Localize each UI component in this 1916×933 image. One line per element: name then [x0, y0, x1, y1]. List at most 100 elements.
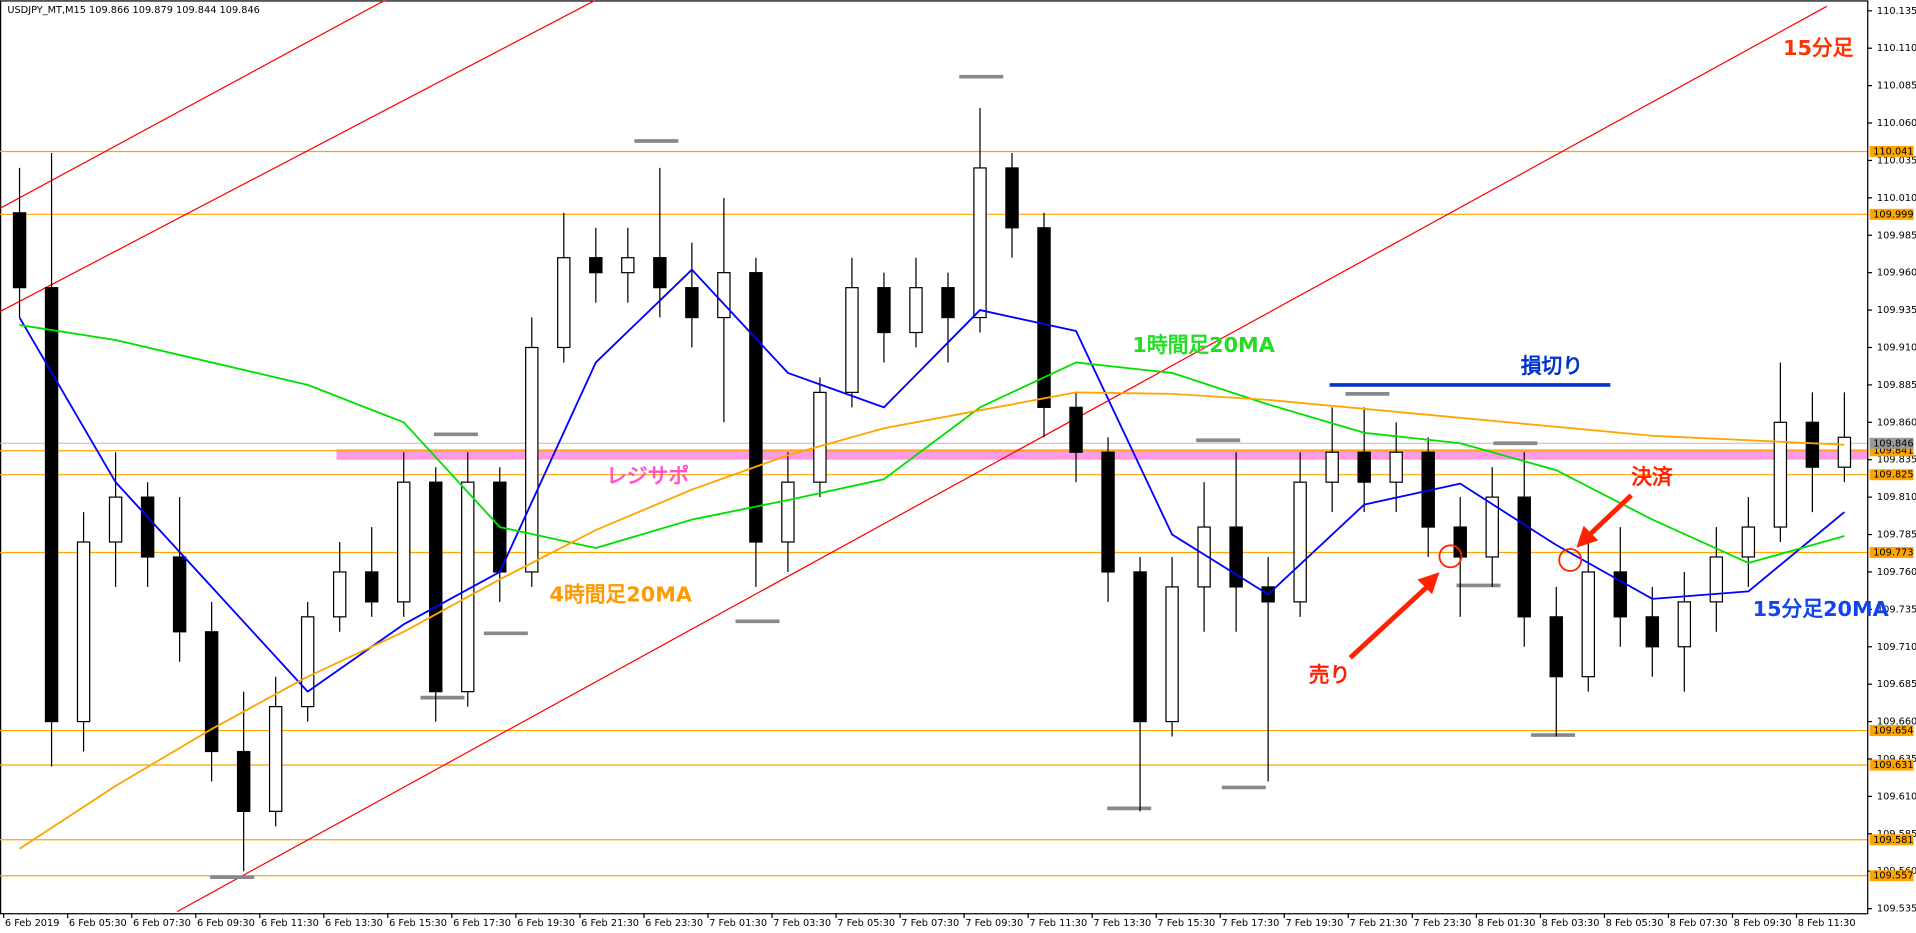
candle-body	[1133, 571, 1147, 723]
candle-body	[1549, 616, 1563, 678]
level-tag	[1869, 469, 1914, 481]
x-tick-label: 6 Feb 05:30	[69, 918, 127, 929]
candle-body	[877, 287, 891, 334]
level-tag-label: 109.581	[1873, 835, 1913, 846]
y-tick-label: 110.010	[1877, 193, 1916, 204]
candle-body	[1325, 451, 1339, 483]
annotations: USDJPY_MT,M15 109.866 109.879 109.844 10…	[7, 5, 1888, 687]
candle-body	[1805, 421, 1820, 468]
x-tick-label: 6 Feb 19:30	[517, 918, 575, 929]
y-tick-label: 109.885	[1877, 380, 1916, 391]
candle-body	[140, 496, 155, 558]
level-tag-label: 110.041	[1873, 146, 1913, 157]
candle-body	[1773, 421, 1788, 528]
sell-arrowhead	[1417, 572, 1440, 595]
y-tick-label: 109.910	[1877, 342, 1916, 353]
exit-label: 決済	[1631, 465, 1673, 489]
candle-body	[44, 287, 59, 723]
x-tick-label: 7 Feb 07:30	[901, 918, 959, 929]
level-tag	[1869, 870, 1914, 882]
ma-label: 4時間足20MA	[550, 582, 692, 606]
x-tick-label: 7 Feb 21:30	[1350, 918, 1408, 929]
candle-body	[941, 287, 955, 319]
x-tick-label: 8 Feb 05:30	[1606, 918, 1664, 929]
candle-body	[685, 287, 699, 319]
x-tick-label: 6 Feb 2019	[5, 918, 60, 929]
y-tick-label: 109.985	[1877, 230, 1916, 241]
x-tick-label: 7 Feb 03:30	[773, 918, 831, 929]
candle-body	[781, 481, 795, 543]
level-tag-label: 109.999	[1873, 209, 1913, 220]
current-price-tag	[1869, 437, 1914, 449]
trendline	[176, 5, 1828, 913]
plot-area	[0, 0, 1868, 913]
candle-body	[397, 481, 411, 603]
candle-body	[429, 481, 443, 693]
level-tag	[1869, 546, 1914, 558]
x-tick-label: 7 Feb 17:30	[1221, 918, 1279, 929]
current-price-label: 109.846	[1873, 438, 1913, 449]
candle-body	[1453, 526, 1467, 558]
x-tick-label: 6 Feb 23:30	[645, 918, 703, 929]
trendline	[0, 0, 596, 313]
ma-label: 1時間足20MA	[1132, 333, 1274, 357]
level-tag	[1869, 208, 1914, 220]
axes: 110.135110.110110.085110.060110.035110.0…	[3, 6, 1916, 929]
candle-body	[525, 346, 539, 573]
x-tick-label: 6 Feb 13:30	[325, 918, 383, 929]
x-tick-label: 8 Feb 01:30	[1478, 918, 1536, 929]
candle-body	[204, 631, 219, 753]
level-tag-label: 109.773	[1873, 547, 1913, 558]
level-tag	[1869, 834, 1914, 846]
sell-arrow	[1348, 582, 1432, 660]
level-tag	[1869, 145, 1914, 157]
candle-body	[717, 272, 731, 319]
exit-arrow	[1584, 493, 1633, 540]
candle-body	[300, 616, 315, 708]
candle-body	[332, 571, 347, 618]
candle-body	[973, 167, 987, 319]
y-tick-label: 109.760	[1877, 567, 1916, 578]
y-tick-label: 109.710	[1877, 642, 1916, 653]
candle-body	[1197, 526, 1211, 588]
candle-body	[1357, 451, 1371, 483]
x-tick-label: 6 Feb 07:30	[133, 918, 191, 929]
level-tag-label: 109.631	[1873, 760, 1913, 771]
level-tag-label: 109.825	[1873, 470, 1913, 481]
x-tick-label: 7 Feb 19:30	[1285, 918, 1343, 929]
level-tag-label: 109.557	[1873, 871, 1913, 882]
candle-body	[172, 556, 187, 633]
timeframe-label: 15分足	[1783, 36, 1854, 60]
exit-circle	[1558, 548, 1583, 572]
sell-circle	[1438, 544, 1463, 569]
x-tick-label: 7 Feb 11:30	[1029, 918, 1087, 929]
candle-body	[1837, 436, 1852, 468]
y-tick-label: 109.785	[1877, 530, 1916, 541]
x-tick-label: 6 Feb 17:30	[453, 918, 511, 929]
y-tick-label: 110.035	[1877, 155, 1916, 166]
y-tick-label: 109.935	[1877, 305, 1916, 316]
candle-body	[268, 706, 283, 812]
x-tick-label: 8 Feb 11:30	[1798, 918, 1856, 929]
candle-body	[749, 272, 763, 543]
candle-body	[76, 541, 91, 723]
candle-body	[653, 257, 667, 289]
exit-arrowhead	[1576, 525, 1599, 548]
y-tick-label: 110.060	[1877, 118, 1916, 129]
x-tick-label: 7 Feb 13:30	[1093, 918, 1151, 929]
x-tick-label: 7 Feb 01:30	[709, 918, 767, 929]
y-tick-label: 109.835	[1877, 455, 1916, 466]
x-tick-label: 7 Feb 23:30	[1414, 918, 1472, 929]
stop-label: 損切り	[1521, 354, 1583, 378]
chart-title: USDJPY_MT,M15 109.866 109.879 109.844 10…	[7, 5, 260, 16]
candle-body	[909, 287, 923, 334]
y-tick-label: 109.610	[1877, 791, 1916, 802]
y-tick-label: 109.960	[1877, 268, 1916, 279]
candle-body	[108, 496, 123, 543]
candle-body	[1677, 601, 1692, 648]
ma-line	[19, 391, 1845, 850]
ma-line	[18, 268, 1845, 693]
sell-label: 売り	[1309, 663, 1351, 687]
x-tick-label: 7 Feb 05:30	[837, 918, 895, 929]
candle-body	[1101, 451, 1115, 573]
